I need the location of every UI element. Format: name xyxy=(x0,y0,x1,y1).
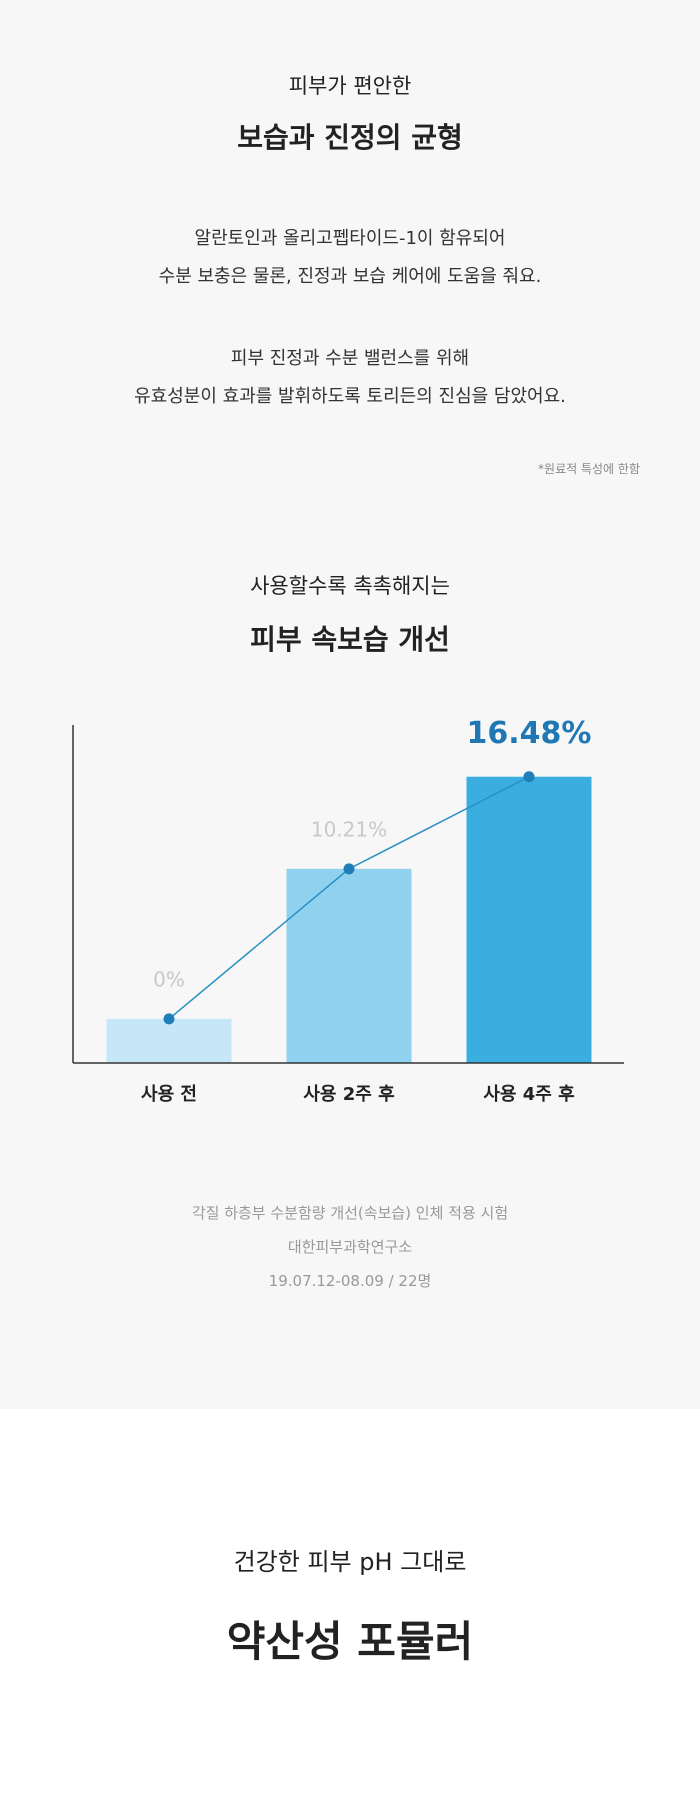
paragraph: 피부 진정과 수분 밸런스를 위해 유효성분이 효과를 발휘하도록 토리든의 진… xyxy=(0,340,700,416)
title: 약산성 포뮬러 xyxy=(226,1617,474,1666)
gray-section xyxy=(0,0,700,1409)
x-tick-label: 사용 2주 후 xyxy=(303,1084,394,1105)
footnote: 대한피부과학연구소 xyxy=(287,1238,413,1256)
subtitle: 피부가 편안한 xyxy=(288,74,412,98)
dot xyxy=(163,1013,175,1025)
chart-subtitle: 사용할수록 촉촉해지는 xyxy=(250,574,450,598)
subtitle: 건강한 피부 pH 그대로 xyxy=(233,1548,467,1576)
paragraph: 알란토인과 올리고펩타이드-1이 함유되어 수분 보충은 물론, 진정과 보습 … xyxy=(0,220,700,296)
line: 알란토인과 올리고펩타이드-1이 함유되어 xyxy=(194,228,506,249)
note: *원료적 특성에 한함 xyxy=(538,462,640,476)
footnote: 각질 하층부 수분함량 개선(속보습) 인체 적용 시험 xyxy=(191,1204,509,1222)
footnotes: 각질 하층부 수분함량 개선(속보습) 인체 적용 시험 대한피부과학연구소 1… xyxy=(0,1196,700,1298)
value-label: 16.48% xyxy=(467,716,592,751)
x-tick-label: 사용 전 xyxy=(141,1084,197,1105)
line: 유효성분이 효과를 발휘하도록 토리든의 진심을 담았어요. xyxy=(134,386,566,407)
dot xyxy=(343,863,355,875)
value-label: 10.21% xyxy=(311,817,387,841)
line: 수분 보충은 물론, 진정과 보습 케어에 도움을 줘요. xyxy=(158,266,542,287)
bar xyxy=(106,1018,232,1063)
x-tick-label: 사용 4주 후 xyxy=(483,1084,574,1105)
title: 보습과 진정의 균형 xyxy=(237,121,463,154)
dot xyxy=(523,771,535,783)
value-label: 0% xyxy=(153,967,185,991)
chart-title: 피부 속보습 개선 xyxy=(250,623,450,656)
chart: 0% 사용 전 10.21% 사용 2주 후 16.48% 사용 4주 후 xyxy=(72,716,624,1105)
bar xyxy=(286,868,412,1063)
bar xyxy=(466,776,592,1063)
footnote: 19.07.12-08.09 / 22명 xyxy=(268,1272,432,1290)
line: 피부 진정과 수분 밸런스를 위해 xyxy=(230,348,470,369)
